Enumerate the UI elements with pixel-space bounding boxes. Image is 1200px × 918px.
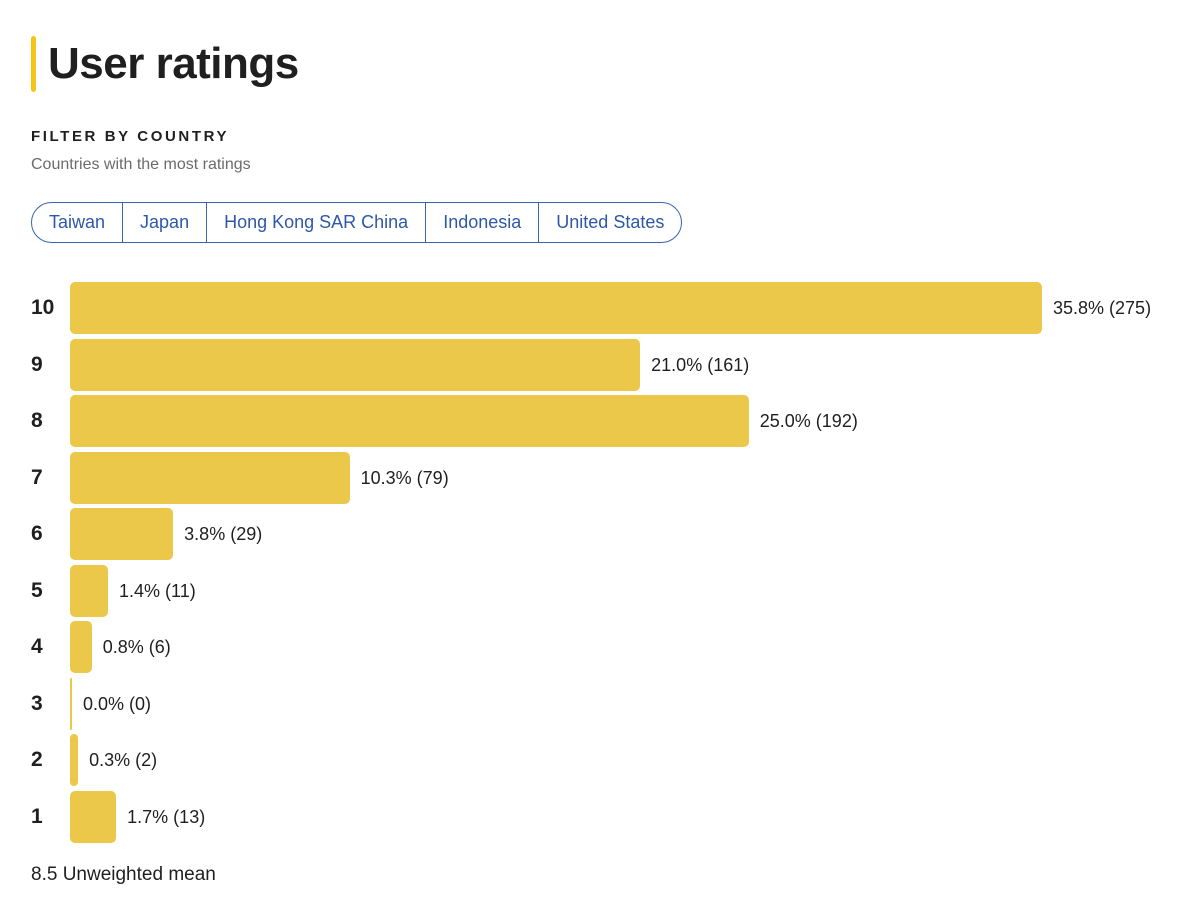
page-title: User ratings	[48, 39, 299, 88]
bar-9[interactable]	[70, 338, 641, 391]
rating-label: 7	[31, 465, 43, 489]
data-label: 25.0% (192)	[759, 411, 858, 431]
data-label: 0.3% (2)	[89, 750, 158, 770]
bar-8[interactable]	[70, 395, 749, 447]
chart-row-6: 6 3.8% (29)	[0, 508, 1200, 560]
bar-1[interactable]	[70, 790, 117, 843]
rating-label: 10	[31, 296, 55, 319]
bar-10[interactable]	[70, 282, 1042, 334]
bar-5[interactable]	[70, 564, 108, 617]
data-label: 35.8% (275)	[1053, 298, 1152, 318]
chart-row-3: 3 0.0% (0)	[0, 677, 1200, 730]
chart-row-7: 7 10.3% (79)	[0, 451, 1200, 504]
chart-row-5: 5 1.4% (11)	[0, 564, 1200, 617]
data-label: 0.8% (6)	[102, 637, 171, 657]
chart-row-1: 1 1.7% (13)	[0, 790, 1200, 843]
rating-label: 8	[31, 409, 43, 432]
chart-row-4: 4 0.8% (6)	[0, 621, 1200, 673]
rating-label: 9	[31, 352, 43, 376]
section-header: User ratings	[31, 36, 299, 92]
country-filter-group: Taiwan Japan Hong Kong SAR China Indones…	[31, 202, 683, 243]
data-label: 21.0% (161)	[651, 354, 750, 375]
filter-label: FILTER BY COUNTRY	[31, 128, 230, 145]
rating-label: 6	[31, 522, 43, 545]
bar-6[interactable]	[70, 508, 174, 560]
title-accent-bar	[31, 36, 36, 92]
rating-label: 1	[31, 804, 43, 828]
country-chip-hong-kong[interactable]: Hong Kong SAR China	[207, 203, 427, 242]
rating-label: 5	[31, 578, 43, 602]
data-label: 10.3% (79)	[360, 467, 449, 488]
chart-row-9: 9 21.0% (161)	[0, 338, 1200, 391]
bar-3[interactable]	[70, 677, 72, 730]
bar-7[interactable]	[70, 451, 350, 504]
rating-label: 3	[31, 691, 43, 715]
country-chip-japan[interactable]: Japan	[123, 203, 208, 242]
rating-label: 2	[31, 748, 43, 771]
filter-subtitle: Countries with the most ratings	[31, 156, 251, 173]
country-chip-indonesia[interactable]: Indonesia	[426, 203, 540, 242]
chart-row-2: 2 0.3% (2)	[0, 734, 1200, 786]
bar-2[interactable]	[70, 734, 79, 786]
country-chip-united-states[interactable]: United States	[556, 212, 665, 232]
unweighted-mean: 8.5 Unweighted mean	[31, 864, 216, 885]
country-chip-taiwan[interactable]: Taiwan	[32, 203, 124, 242]
data-label: 1.7% (13)	[127, 806, 206, 827]
data-label: 0.0% (0)	[83, 693, 152, 714]
bar-4[interactable]	[70, 621, 92, 673]
rating-label: 4	[31, 635, 43, 658]
chart-row-10: 10 35.8% (275)	[0, 282, 1200, 334]
data-label: 3.8% (29)	[184, 524, 263, 544]
data-label: 1.4% (11)	[119, 580, 196, 601]
chart-row-8: 8 25.0% (192)	[0, 395, 1200, 447]
